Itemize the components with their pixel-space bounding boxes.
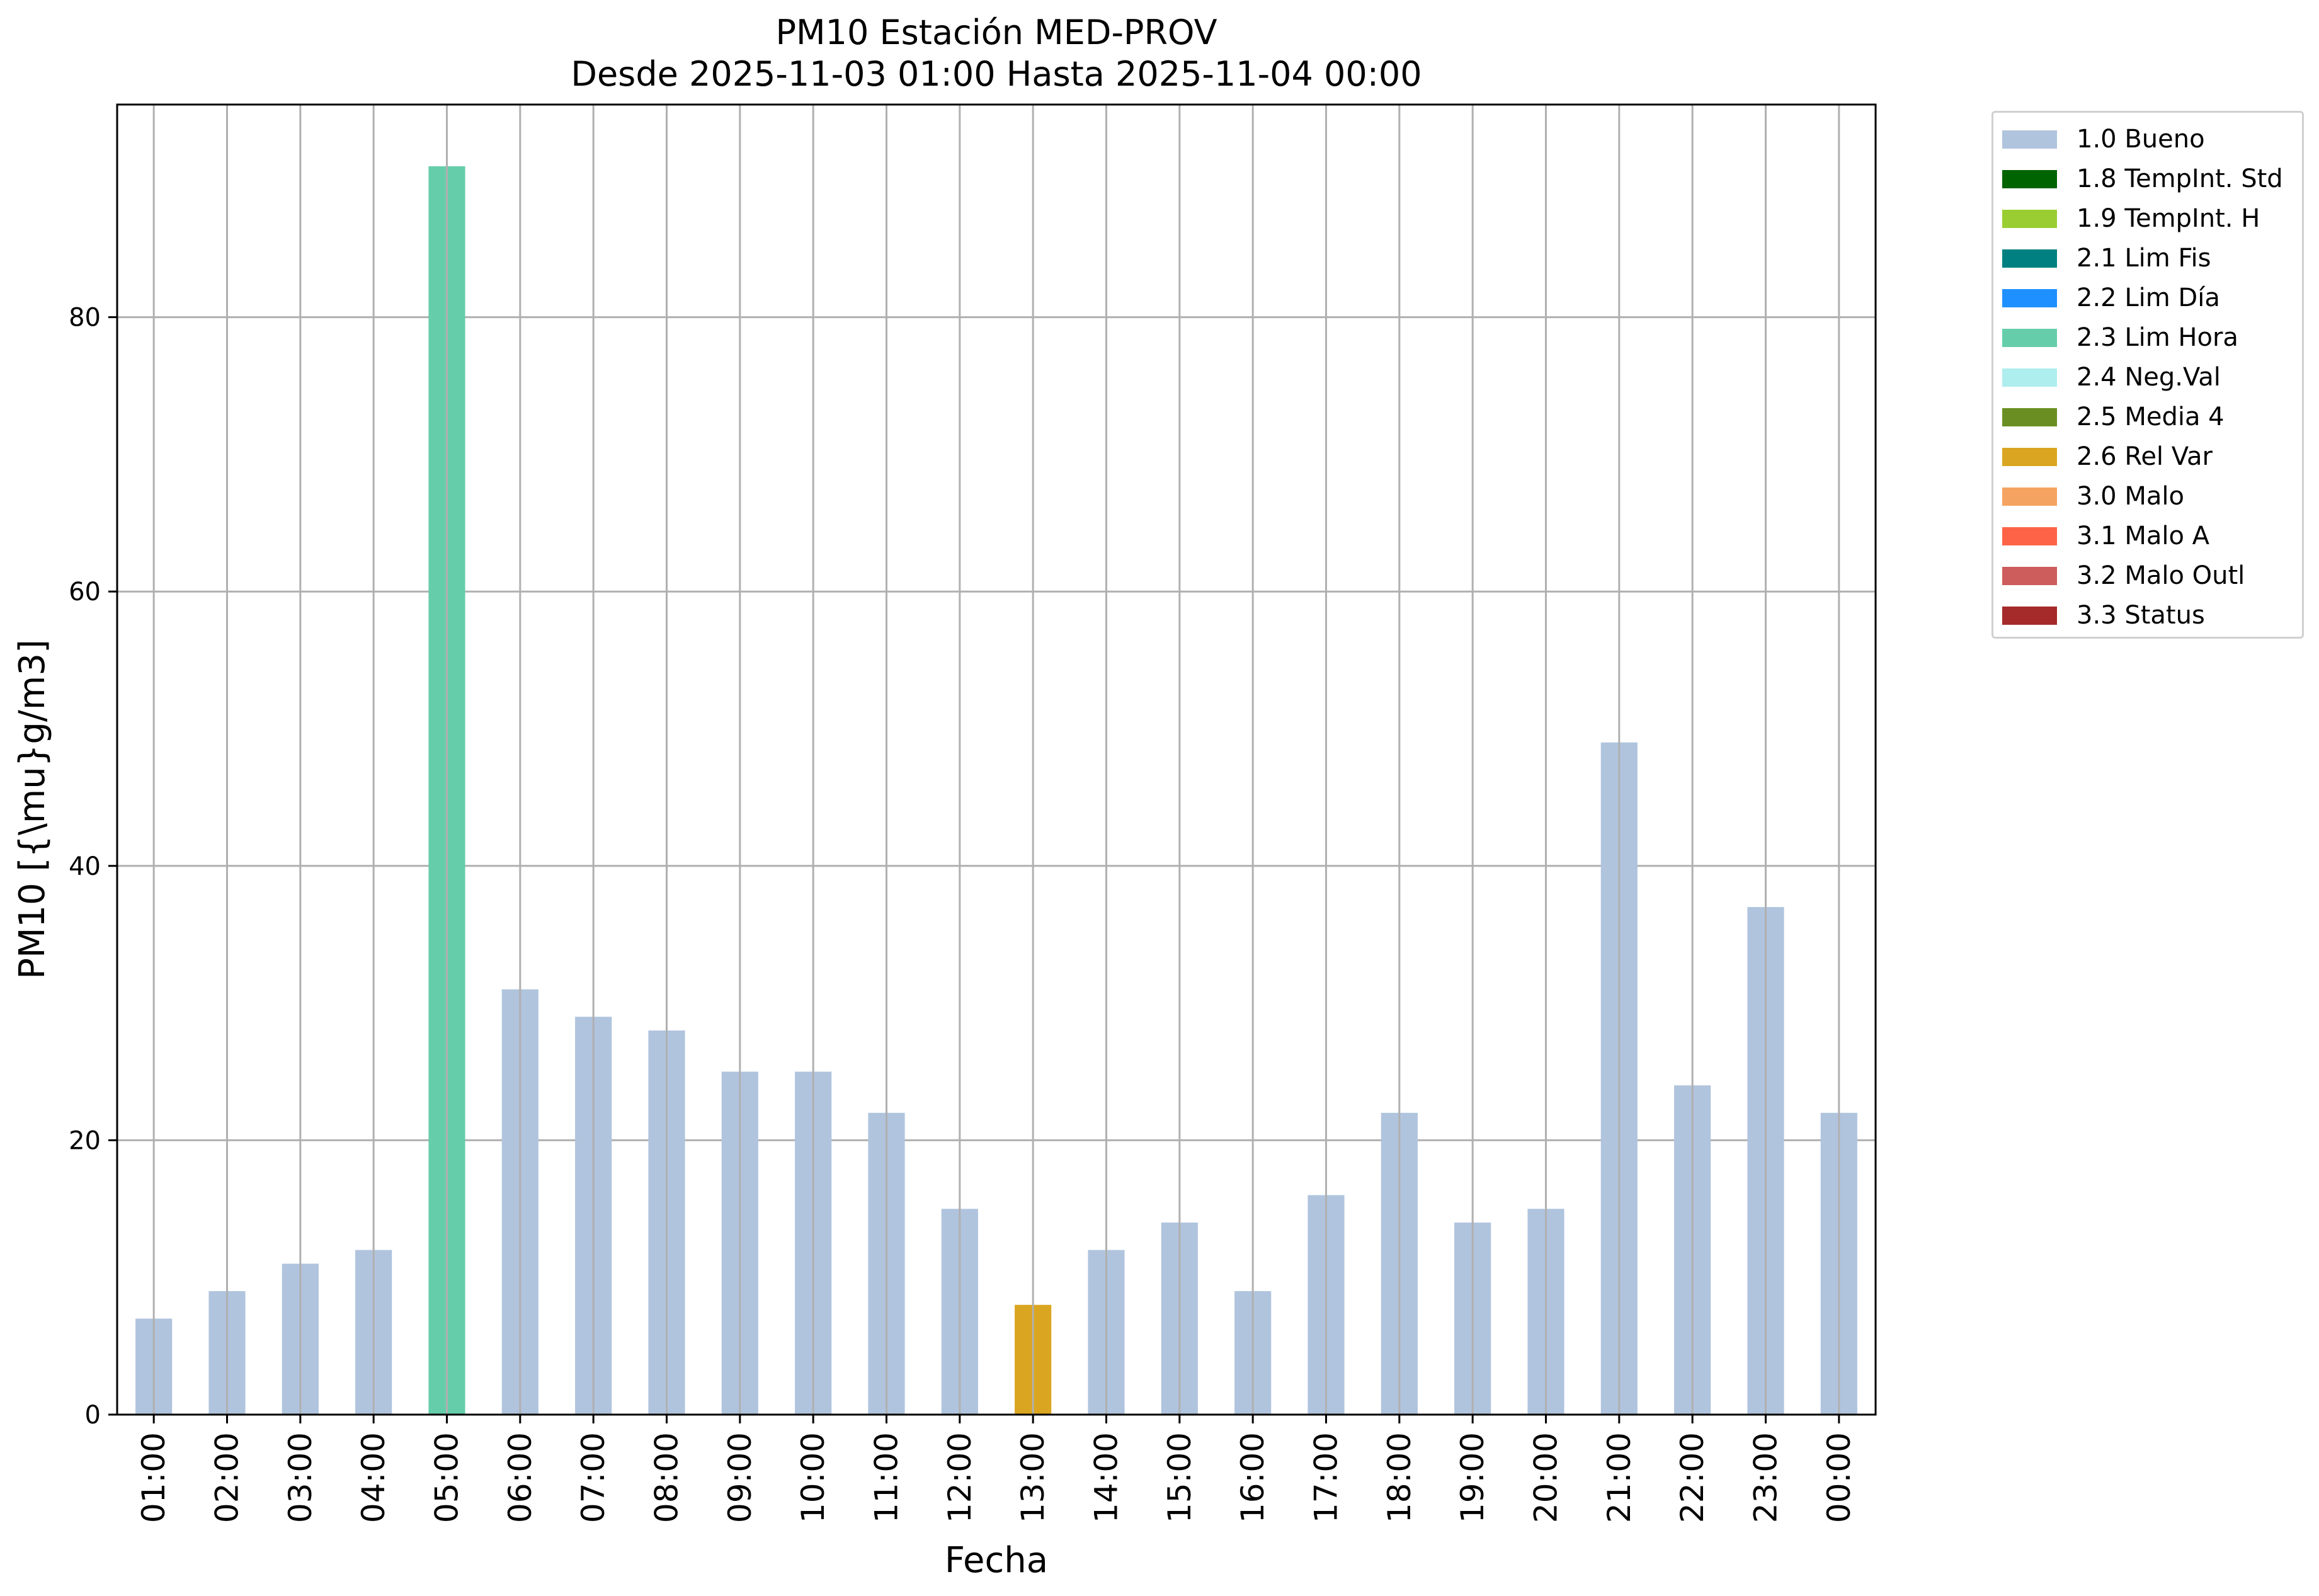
- legend-item: 2.5 Media 4: [1993, 404, 2302, 430]
- legend-item: 3.2 Malo Outl: [1993, 563, 2302, 588]
- legend-label: 2.5 Media 4: [2077, 402, 2225, 431]
- legend-item: 2.1 Lim Fis: [1993, 246, 2302, 271]
- legend-swatch: [2002, 567, 2057, 585]
- legend: 1.0 Bueno 1.8 TempInt. Std 1.9 TempInt. H 2…: [1991, 111, 2304, 639]
- x-tick-label-15: 16:00: [1234, 1432, 1271, 1523]
- legend-label: 3.2 Malo Outl: [2077, 561, 2245, 590]
- gridlines: [117, 316, 1876, 1141]
- legend-item: 2.6 Rel Var: [1993, 444, 2302, 469]
- x-tick-label-14: 15:00: [1161, 1432, 1198, 1523]
- x-tick-label-18: 19:00: [1454, 1432, 1491, 1523]
- legend-swatch: [2002, 210, 2057, 228]
- legend-label: 2.3 Lim Hora: [2077, 323, 2238, 352]
- x-tick-label-9: 10:00: [795, 1432, 831, 1523]
- legend-swatch: [2002, 487, 2057, 506]
- x-tick-label-23: 00:00: [1821, 1432, 1857, 1523]
- x-tick-label-1: 02:00: [209, 1432, 246, 1523]
- y-tick-label-1: 20: [69, 1126, 101, 1155]
- legend-item: 3.0 Malo: [1993, 484, 2302, 509]
- legend-swatch: [2002, 607, 2057, 625]
- legend-label: 2.6 Rel Var: [2077, 442, 2213, 471]
- x-tick-label-11: 12:00: [942, 1432, 978, 1523]
- x-tick-label-16: 17:00: [1308, 1432, 1345, 1523]
- chart-subtitle: Desde 2025-11-03 01:00 Hasta 2025-11-04 …: [571, 54, 1422, 94]
- legend-item: 1.0 Bueno: [1993, 127, 2302, 152]
- y-ticks: 0 20 40 60 80: [69, 304, 117, 1430]
- x-tick-label-20: 21:00: [1601, 1432, 1638, 1523]
- legend-label: 1.8 TempInt. Std: [2077, 164, 2283, 193]
- x-ticks: 01:00 02:00 03:00 04:00 05:00 06:00 07:00 08:00…: [135, 1415, 1857, 1523]
- x-tick-label-12: 13:00: [1015, 1432, 1051, 1523]
- legend-label: 2.1 Lim Fis: [2077, 244, 2211, 273]
- legend-label: 3.3 Status: [2077, 601, 2205, 630]
- x-tick-label-21: 22:00: [1674, 1432, 1711, 1523]
- legend-swatch: [2002, 329, 2057, 347]
- x-tick-label-10: 11:00: [869, 1432, 905, 1523]
- legend-item: 2.4 Neg.Val: [1993, 365, 2302, 390]
- legend-label: 1.0 Bueno: [2077, 125, 2205, 154]
- legend-swatch: [2002, 289, 2057, 307]
- x-tick-label-2: 03:00: [282, 1432, 319, 1523]
- x-tick-label-8: 09:00: [722, 1432, 758, 1523]
- x-tick-label-5: 06:00: [502, 1432, 538, 1523]
- x-tick-label-6: 07:00: [575, 1432, 612, 1523]
- x-tick-label-17: 18:00: [1381, 1432, 1418, 1523]
- legend-swatch: [2002, 368, 2057, 387]
- legend-swatch: [2002, 249, 2057, 268]
- chart-title: PM10 Estación MED-PROV: [775, 13, 1217, 52]
- legend-label: 1.9 TempInt. H: [2077, 204, 2260, 233]
- x-tick-label-3: 04:00: [355, 1432, 392, 1523]
- x-tick-label-19: 20:00: [1528, 1432, 1564, 1523]
- vertical-gridlines: [152, 105, 1840, 1415]
- y-tick-label-3: 60: [69, 578, 101, 607]
- legend-item: 1.8 TempInt. Std: [1993, 166, 2302, 191]
- x-tick-label-0: 01:00: [135, 1432, 172, 1523]
- bars: [135, 166, 1857, 1415]
- x-axis-label: Fecha: [945, 1540, 1048, 1581]
- y-tick-label-2: 40: [69, 852, 101, 881]
- legend-label: 3.1 Malo A: [2077, 522, 2210, 550]
- legend-item: 3.1 Malo A: [1993, 523, 2302, 549]
- legend-item: 2.2 Lim Día: [1993, 285, 2302, 311]
- y-axis-label: PM10 [{\mu}g/m3]: [12, 639, 53, 979]
- x-tick-label-22: 23:00: [1748, 1432, 1784, 1523]
- x-tick-label-13: 14:00: [1088, 1432, 1125, 1523]
- y-tick-label-4: 80: [69, 304, 101, 333]
- legend-label: 3.0 Malo: [2077, 482, 2184, 511]
- legend-item: 3.3 Status: [1993, 603, 2302, 628]
- plot-frame: [116, 103, 1877, 1416]
- legend-swatch: [2002, 408, 2057, 426]
- legend-label: 2.2 Lim Día: [2077, 283, 2220, 312]
- axes: [116, 103, 1877, 1416]
- x-tick-label-7: 08:00: [649, 1432, 685, 1523]
- legend-item: 1.9 TempInt. H: [1993, 206, 2302, 231]
- x-tick-label-4: 05:00: [429, 1432, 465, 1523]
- legend-label: 2.4 Neg.Val: [2077, 363, 2221, 392]
- legend-swatch: [2002, 448, 2057, 466]
- y-tick-label-0: 0: [85, 1401, 101, 1430]
- legend-swatch: [2002, 527, 2057, 545]
- legend-swatch: [2002, 130, 2057, 149]
- legend-swatch: [2002, 170, 2057, 188]
- legend-item: 2.3 Lim Hora: [1993, 325, 2302, 350]
